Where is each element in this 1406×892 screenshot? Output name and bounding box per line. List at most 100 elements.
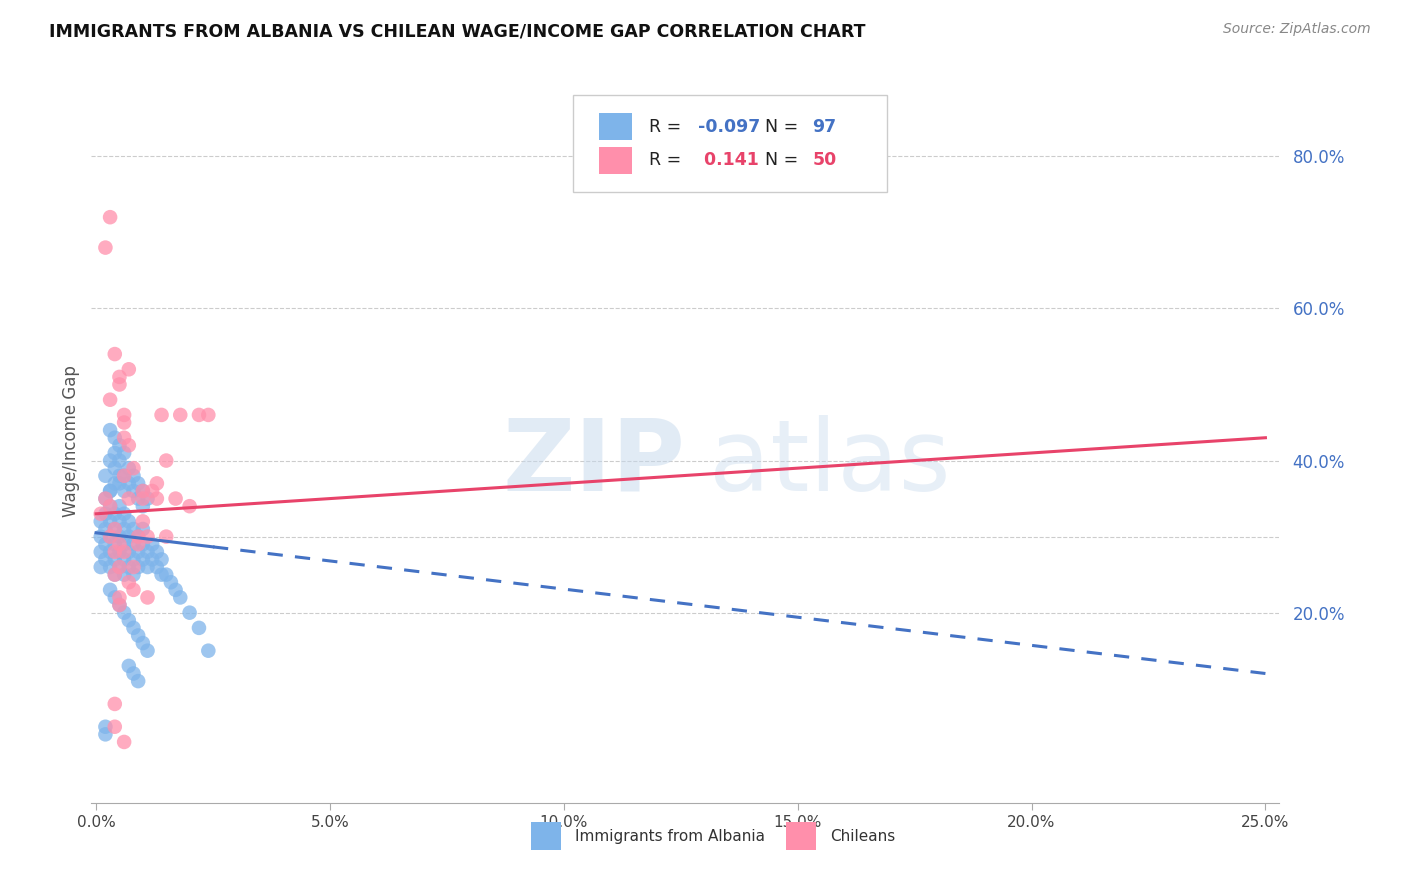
Point <box>98 210 121 224</box>
Point <box>179 499 201 513</box>
Point <box>112 483 135 498</box>
Point <box>122 461 145 475</box>
Point <box>108 468 131 483</box>
Point <box>122 483 145 498</box>
Point <box>132 491 155 506</box>
Point <box>94 552 117 566</box>
Point <box>104 545 127 559</box>
Point <box>108 591 131 605</box>
Point <box>104 567 127 582</box>
Point <box>169 408 191 422</box>
Text: R =: R = <box>648 152 686 169</box>
Point <box>98 582 121 597</box>
Point <box>132 636 155 650</box>
Point <box>108 370 131 384</box>
Point <box>98 560 121 574</box>
Text: ZIP: ZIP <box>502 415 685 512</box>
Point <box>112 416 135 430</box>
Point <box>108 377 131 392</box>
FancyBboxPatch shape <box>572 95 887 193</box>
Point <box>112 446 135 460</box>
Text: 97: 97 <box>813 118 837 136</box>
Point <box>122 666 145 681</box>
Point <box>136 545 159 559</box>
Point <box>98 530 121 544</box>
Point <box>136 530 159 544</box>
Point <box>155 567 177 582</box>
Point <box>127 560 149 574</box>
Point <box>122 552 145 566</box>
Point <box>108 560 131 574</box>
Point <box>127 628 149 642</box>
Text: atlas: atlas <box>709 415 950 512</box>
Point <box>136 591 159 605</box>
Point <box>104 461 127 475</box>
Point <box>112 552 135 566</box>
Point <box>155 530 177 544</box>
Point <box>132 552 155 566</box>
Point <box>146 491 169 506</box>
Point <box>136 643 159 657</box>
Point <box>104 446 127 460</box>
Point <box>118 438 141 452</box>
Point <box>122 522 145 536</box>
Point <box>98 499 121 513</box>
Point <box>132 522 155 536</box>
Point <box>112 735 135 749</box>
Point <box>90 507 112 521</box>
Point <box>104 522 127 536</box>
Point <box>146 545 169 559</box>
Point <box>132 483 155 498</box>
Point <box>112 537 135 551</box>
Point <box>108 545 131 559</box>
Point <box>104 591 127 605</box>
Point <box>94 537 117 551</box>
Point <box>150 408 173 422</box>
Point <box>94 468 117 483</box>
Point <box>122 537 145 551</box>
Text: R =: R = <box>648 118 686 136</box>
Point <box>112 545 135 559</box>
Point <box>104 507 127 521</box>
Point <box>132 515 155 529</box>
Point <box>146 476 169 491</box>
Point <box>104 567 127 582</box>
Point <box>160 575 183 590</box>
Point <box>90 560 112 574</box>
Point <box>98 423 121 437</box>
Point <box>104 431 127 445</box>
Point <box>112 431 135 445</box>
Point <box>127 530 149 544</box>
Point <box>127 545 149 559</box>
Point <box>118 515 141 529</box>
Point <box>150 552 173 566</box>
Point <box>94 491 117 506</box>
Point <box>118 613 141 627</box>
Point <box>94 727 117 741</box>
Bar <box>599 147 631 174</box>
Bar <box>531 822 561 850</box>
Point <box>118 461 141 475</box>
Text: 50: 50 <box>813 152 837 169</box>
Point <box>112 507 135 521</box>
Point <box>118 476 141 491</box>
Point <box>118 362 141 376</box>
Point <box>132 499 155 513</box>
Point <box>165 582 187 597</box>
Point <box>118 530 141 544</box>
Point <box>141 483 163 498</box>
Point <box>108 476 131 491</box>
Point <box>136 491 159 506</box>
Point <box>94 720 117 734</box>
Point <box>122 560 145 574</box>
Text: Immigrants from Albania: Immigrants from Albania <box>575 829 765 844</box>
Y-axis label: Wage/Income Gap: Wage/Income Gap <box>62 366 80 517</box>
Point <box>104 347 127 361</box>
Point <box>104 522 127 536</box>
Point <box>188 621 211 635</box>
Point <box>197 408 219 422</box>
Point <box>108 453 131 467</box>
Point <box>118 560 141 574</box>
Bar <box>786 822 815 850</box>
Point <box>112 522 135 536</box>
